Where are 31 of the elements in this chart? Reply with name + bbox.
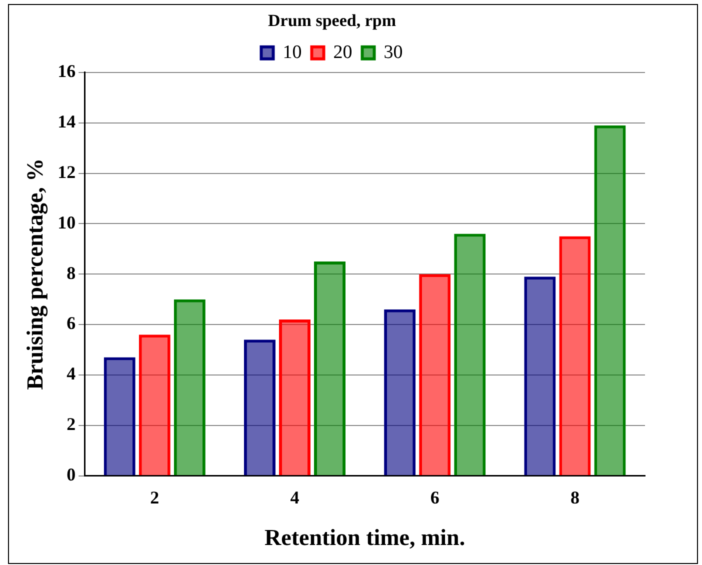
bar — [104, 357, 136, 476]
legend-label: 10 — [282, 42, 302, 63]
bar — [419, 274, 451, 476]
x-axis-title: Retention time, min. — [264, 525, 466, 550]
bar — [384, 309, 416, 476]
bar — [244, 340, 276, 476]
y-tick-label: 0 — [66, 464, 76, 484]
y-tick-label: 8 — [66, 262, 76, 283]
y-tick-label: 14 — [58, 111, 76, 132]
bar — [174, 299, 206, 476]
y-tick-label: 6 — [66, 313, 76, 334]
bar — [138, 334, 170, 476]
bar — [278, 319, 311, 476]
x-tick-label: 2 — [150, 487, 160, 508]
y-tick-label: 4 — [66, 364, 76, 384]
legend-label: 20 — [333, 42, 352, 63]
y-tick-label: 12 — [58, 162, 76, 182]
bar — [524, 276, 556, 476]
y-tick-label: 2 — [66, 414, 76, 434]
bar — [594, 125, 626, 476]
y-axis-title: Bruising percentage, % — [22, 158, 49, 390]
y-tick-label: 16 — [58, 61, 76, 82]
y-tick-label: 10 — [58, 212, 76, 232]
x-tick-label: 6 — [430, 487, 440, 508]
x-tick-label: 8 — [570, 487, 580, 508]
bar — [314, 261, 346, 476]
legend-title: Drum speed, rpm — [268, 10, 396, 30]
bar — [454, 234, 486, 476]
x-tick-label: 4 — [290, 487, 300, 508]
bar — [559, 236, 591, 476]
legend-label: 30 — [384, 42, 403, 63]
